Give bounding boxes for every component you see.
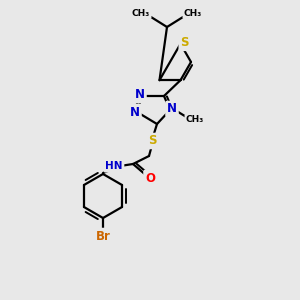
Text: N: N	[130, 106, 140, 118]
Text: S: S	[180, 36, 189, 49]
Text: S: S	[148, 134, 156, 148]
Text: N: N	[135, 88, 145, 101]
Text: O: O	[145, 172, 155, 184]
Text: HN: HN	[105, 161, 123, 171]
Text: Br: Br	[96, 230, 110, 242]
Text: CH₃: CH₃	[132, 8, 150, 17]
Text: CH₃: CH₃	[184, 8, 202, 17]
Text: N: N	[167, 103, 177, 116]
Text: CH₃: CH₃	[186, 116, 204, 124]
